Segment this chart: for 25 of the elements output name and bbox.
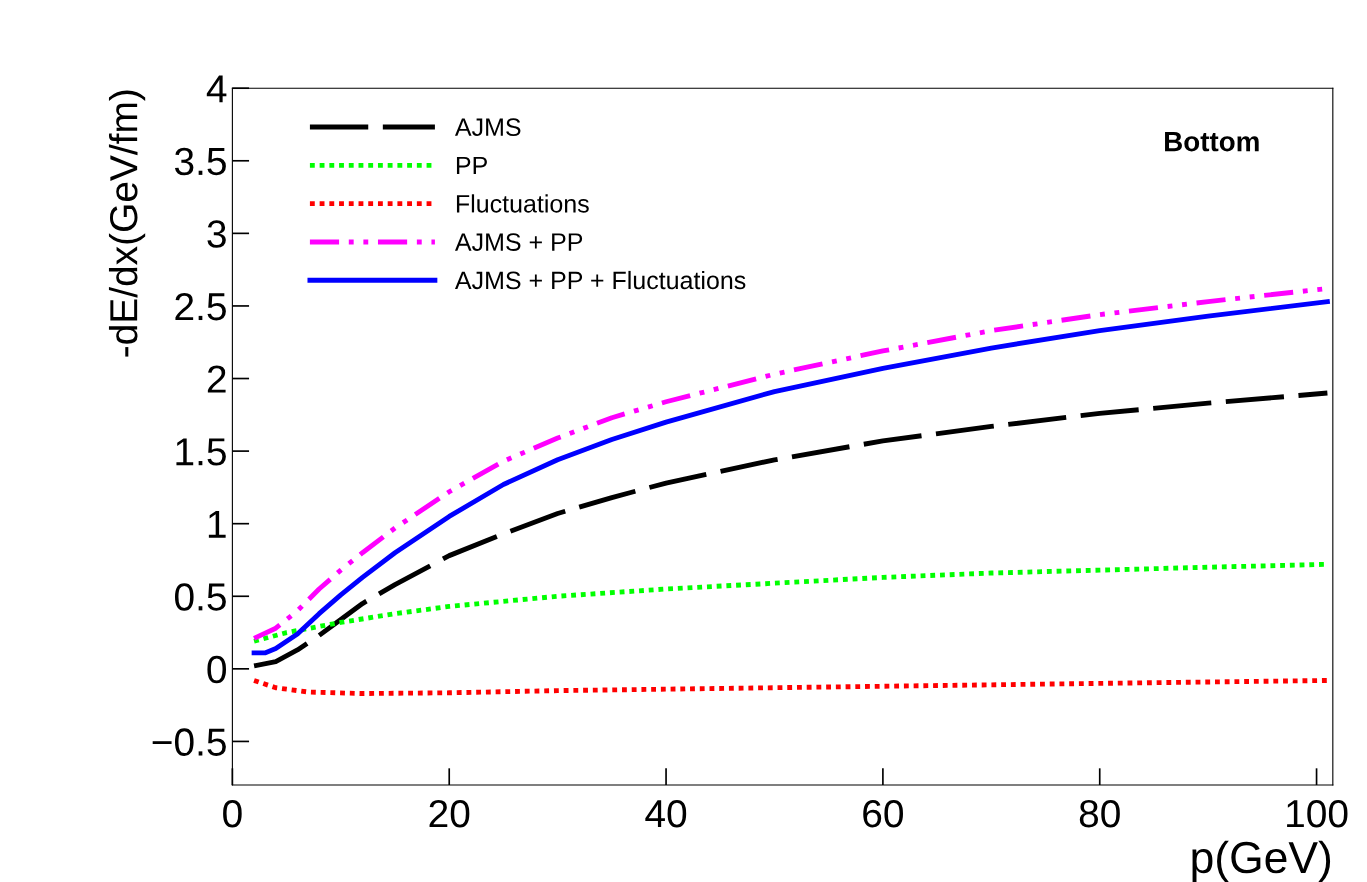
y-tick-label: 1.5 [176, 438, 226, 466]
y-tick-label: 3.5 [174, 147, 226, 176]
line-series [251, 390, 1330, 669]
y-tick-label: 3 [207, 220, 226, 248]
y-axis-title: -dE/dx(GeV/fm) [108, 90, 146, 357]
line-series [251, 678, 1330, 696]
legend-label: Fluctuations [456, 194, 589, 213]
legend-label: AJMS + PP + Fluctuations [454, 270, 746, 290]
x-axis-title: p(GeV) [1192, 840, 1331, 882]
x-tick-label: 40 [645, 799, 687, 828]
legend-label: AJMS [454, 118, 521, 137]
x-tick-label: 100 [1287, 799, 1348, 828]
y-tick-label: 2 [207, 365, 226, 393]
y-tick-label: 0.5 [174, 583, 226, 611]
x-tick-label: 20 [429, 799, 470, 828]
annotation: Bottom [1165, 132, 1259, 152]
y-tick-label: 1 [208, 511, 226, 538]
y-tick-label: −0.5 [152, 728, 226, 756]
y-tick-label: 2.5 [175, 292, 226, 321]
x-tick-label: 80 [1079, 799, 1120, 828]
legend-label: PP [456, 156, 487, 175]
y-tick-label: 4 [206, 75, 227, 103]
legend-label: AJMS + PP [454, 233, 583, 251]
y-tick-label: 0 [207, 655, 227, 684]
x-tick-label: 60 [863, 799, 903, 828]
